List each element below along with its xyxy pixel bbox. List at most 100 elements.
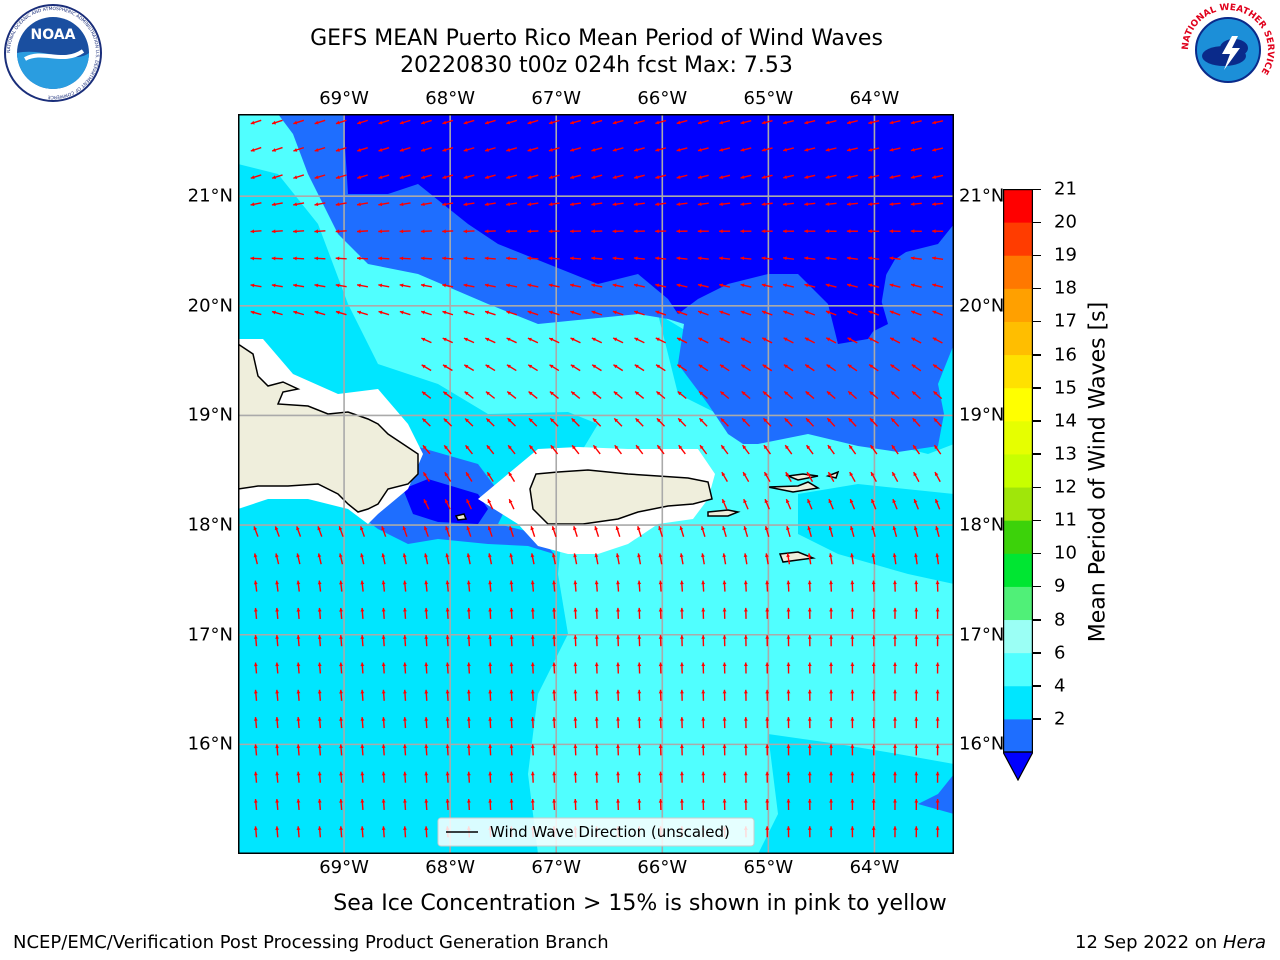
- colorbar-tick-label: 15: [1054, 377, 1077, 399]
- wave-arrow-head: [445, 580, 450, 585]
- wave-arrow-head: [741, 364, 746, 369]
- wave-arrow-head: [253, 580, 258, 585]
- wave-arrow-head: [829, 799, 834, 803]
- wave-arrow-head: [509, 662, 514, 667]
- wave-arrow-head: [357, 120, 362, 125]
- lat-label-left: 17°N: [187, 624, 233, 646]
- nws-logo: NATIONAL WEATHER SERVICE: [1181, 3, 1275, 97]
- colorbar-tick-label: 16: [1054, 344, 1077, 366]
- wave-arrow-head: [676, 175, 681, 179]
- wave-arrow-head: [825, 256, 830, 261]
- wave-arrow-head: [658, 744, 663, 748]
- wave-arrow-head: [679, 580, 684, 585]
- wave-arrow-head: [616, 689, 620, 694]
- wave-arrow-head: [658, 526, 662, 531]
- wave-arrow-head: [786, 717, 791, 721]
- wave-arrow-head: [914, 580, 919, 585]
- wave-arrow-head: [850, 744, 855, 748]
- wave-arrow-head: [399, 229, 404, 234]
- colorbar-segment: [1003, 487, 1033, 521]
- wave-arrow-head: [548, 120, 553, 125]
- wave-arrow-head: [421, 120, 426, 125]
- wave-arrow-head: [591, 229, 595, 234]
- wave-arrow-head: [253, 662, 258, 667]
- wave-arrow-head: [570, 310, 575, 315]
- wave-arrow-head: [530, 744, 535, 749]
- wave-arrow-head: [613, 364, 618, 369]
- wave-arrow-head: [509, 635, 514, 639]
- wave-arrow-head: [485, 364, 490, 369]
- wave-arrow-head: [889, 202, 894, 207]
- wave-arrow-head: [378, 256, 382, 261]
- wave-arrow-head: [360, 744, 365, 749]
- wave-arrow-head: [913, 445, 917, 450]
- wave-arrow-head: [484, 256, 489, 261]
- wave-arrow-head: [637, 580, 642, 585]
- wave-arrow-head: [701, 771, 706, 776]
- wave-arrow-head: [253, 744, 258, 749]
- wave-arrow-head: [658, 689, 663, 694]
- wave-arrow-head: [765, 580, 770, 585]
- colorbar-tick-label: 14: [1054, 410, 1077, 432]
- wave-arrow-head: [570, 229, 574, 234]
- colorbar-segment: [1003, 553, 1033, 587]
- wave-arrow-head: [360, 689, 365, 694]
- wave-arrow-head: [807, 662, 812, 667]
- wave-arrow-head: [552, 799, 557, 803]
- wave-arrow-head: [871, 826, 876, 830]
- wave-arrow-head: [719, 364, 724, 369]
- wave-arrow-head: [658, 799, 663, 803]
- wave-arrow-head: [825, 229, 830, 234]
- wave-arrow-head: [680, 771, 684, 776]
- wave-arrow-head: [637, 662, 642, 667]
- wave-arrow-head: [699, 418, 704, 423]
- wave-arrow-head: [637, 744, 642, 748]
- wave-arrow-head: [783, 364, 788, 369]
- wave-arrow-head: [552, 717, 557, 721]
- colorbar-tick-label: 9: [1054, 575, 1066, 597]
- wave-arrow-head: [893, 607, 897, 612]
- wave-arrow-head: [786, 771, 791, 776]
- wave-arrow-head: [421, 364, 426, 369]
- wave-arrow-head: [868, 310, 873, 315]
- wave-arrow-head: [637, 635, 642, 639]
- colorbar-segment: [1003, 255, 1033, 289]
- wave-arrow-head: [765, 826, 770, 830]
- wave-arrow-head: [701, 744, 706, 748]
- wave-arrow-head: [680, 689, 684, 694]
- wave-arrow-head: [786, 580, 791, 585]
- wave-arrow-head: [548, 283, 553, 288]
- wave-arrow-head: [914, 553, 918, 558]
- wave-arrow-head: [719, 175, 724, 179]
- wave-arrow-head: [932, 202, 936, 206]
- wave-arrow-head: [825, 310, 830, 315]
- wave-arrow-head: [891, 418, 896, 423]
- wave-arrow-head: [783, 120, 788, 125]
- wave-arrow-head: [762, 310, 766, 315]
- wave-arrow-head: [889, 147, 894, 152]
- wave-arrow-head: [763, 418, 768, 423]
- wave-arrow-head: [869, 364, 874, 369]
- colorbar: [1003, 189, 1033, 781]
- wave-arrow-head: [360, 607, 365, 612]
- wave-arrow-head: [805, 391, 810, 396]
- wave-arrow-head: [637, 799, 642, 803]
- wave-arrow-head: [807, 771, 812, 776]
- wave-arrow-head: [275, 826, 280, 830]
- wave-arrow-head: [893, 799, 897, 803]
- wave-arrow-head: [548, 147, 553, 152]
- wave-arrow-head: [616, 580, 620, 585]
- wave-arrow-head: [850, 826, 855, 830]
- wave-arrow-head: [676, 310, 681, 315]
- wave-arrow-head: [317, 771, 322, 776]
- wave-arrow-head: [720, 418, 725, 423]
- wave-arrow-head: [658, 771, 663, 776]
- wave-arrow-head: [807, 744, 812, 748]
- wave-arrow-head: [932, 229, 936, 234]
- wave-arrow-head: [466, 689, 471, 694]
- wave-arrow-head: [914, 662, 919, 667]
- wave-arrow-head: [697, 283, 702, 288]
- wave-arrow-head: [658, 553, 663, 558]
- lat-label-left: 18°N: [187, 514, 233, 536]
- wave-arrow-head: [399, 148, 404, 152]
